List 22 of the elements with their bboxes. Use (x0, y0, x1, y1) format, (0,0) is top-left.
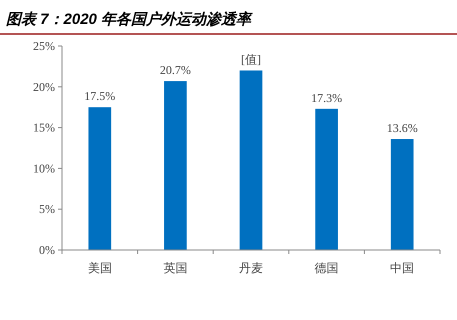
x-tick-label: 英国 (163, 261, 188, 275)
y-tick-label: 20% (33, 80, 55, 94)
bar (390, 139, 414, 250)
chart-title: 图表 7：2020 年各国户外运动渗透率 (6, 10, 254, 28)
data-label: [值] (241, 52, 261, 66)
data-label: 13.6% (386, 121, 418, 136)
bar (315, 108, 338, 250)
y-tick-label: 25% (33, 39, 55, 53)
x-tick-label: 美国 (88, 261, 112, 275)
data-label: 17.5% (84, 89, 116, 104)
y-tick-label: 5% (39, 202, 55, 216)
bar (240, 70, 262, 250)
x-tick-label: 德国 (314, 261, 339, 275)
y-tick-label: 15% (33, 120, 55, 135)
bar (164, 81, 187, 250)
data-label: 17.3% (311, 90, 342, 105)
x-tick-label: 丹麦 (239, 261, 263, 275)
y-tick-label: 0% (39, 243, 55, 257)
data-label: 20.7% (160, 63, 191, 78)
y-tick-label: 10% (33, 161, 55, 176)
bar (88, 107, 112, 250)
x-tick-label: 中国 (390, 261, 414, 275)
